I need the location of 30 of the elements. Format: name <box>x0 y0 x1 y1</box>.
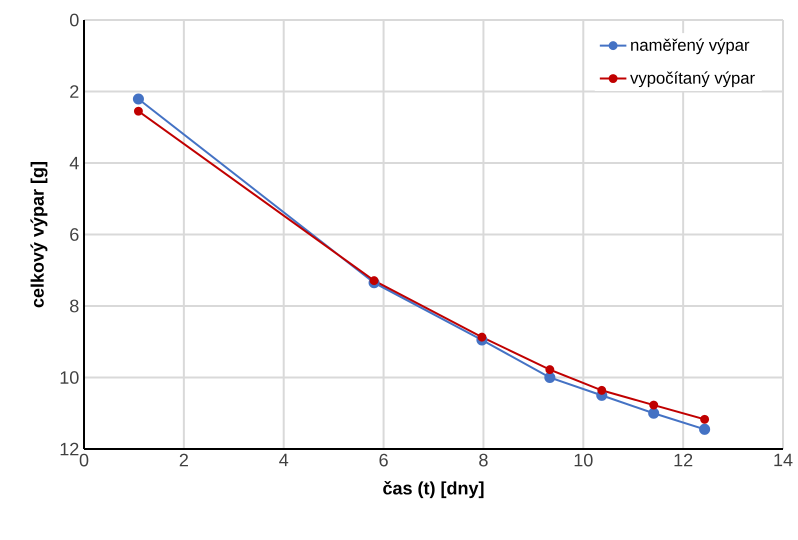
y-tick-label: 6 <box>70 228 79 241</box>
point <box>544 372 556 384</box>
y-tick-label: 2 <box>70 85 78 98</box>
x-tick-label: 12 <box>674 454 692 466</box>
legend-label: naměřený výpar <box>631 38 750 54</box>
point <box>700 414 710 424</box>
point <box>648 408 660 419</box>
y-tick-label: 4 <box>70 156 79 170</box>
x-tick-label: 4 <box>279 454 288 466</box>
y-tick-label: 10 <box>60 371 79 384</box>
point <box>477 332 486 342</box>
y-axis-title: celkový výpar [g] <box>30 162 48 308</box>
y-tick-label: 8 <box>70 300 79 312</box>
x-tick-label: 0 <box>80 454 88 466</box>
point <box>370 276 379 286</box>
x-axis-title: čas (t) [dny] <box>383 480 484 498</box>
y-tick-label: 0 <box>70 14 79 26</box>
legend-label: vypočítaný výpar <box>630 71 755 88</box>
x-tick-label: 6 <box>379 454 388 466</box>
x-tick-label: 8 <box>479 454 488 466</box>
point <box>132 93 144 105</box>
x-tick-label: 10 <box>574 454 593 466</box>
point <box>649 400 658 410</box>
point <box>134 106 143 116</box>
x-tick-label: 2 <box>180 454 188 466</box>
x-tick-label: 14 <box>774 454 792 466</box>
y-tick-label: 12 <box>60 442 78 456</box>
point <box>699 424 710 435</box>
point <box>597 386 606 395</box>
point <box>545 365 554 374</box>
